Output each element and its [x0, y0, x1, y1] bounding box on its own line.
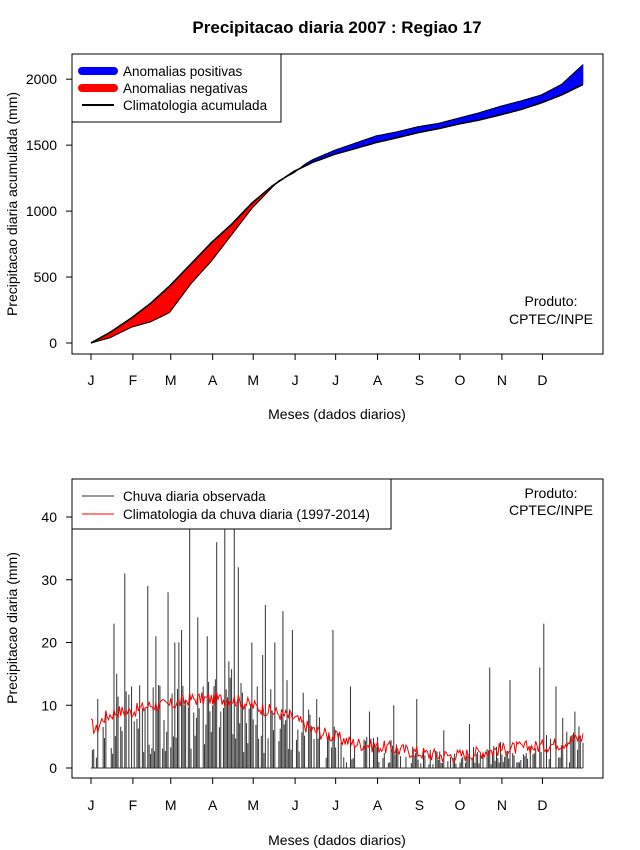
- daily-climatology-line: [90, 692, 584, 764]
- top-produto-source: CPTEC/INPE: [509, 311, 593, 327]
- top-y-tick-label: 2000: [26, 71, 57, 87]
- bottom-y-tick-label: 30: [41, 572, 57, 588]
- bottom-y-tick-label: 10: [41, 697, 57, 713]
- bottom-x-tick-label: M: [247, 797, 259, 813]
- top-x-tick-label: J: [292, 372, 299, 388]
- bottom-x-tick-label: O: [455, 797, 466, 813]
- bottom-produto-label: Produto:: [525, 485, 578, 501]
- bottom-x-tick-label: A: [373, 797, 383, 813]
- bottom-x-tick-label: J: [332, 797, 339, 813]
- legend-positive-label: Anomalias positivas: [123, 64, 243, 79]
- legend-observed-label: Chuva diaria observada: [123, 489, 266, 504]
- top-x-tick-label: A: [208, 372, 218, 388]
- top-y-tick-label: 500: [34, 269, 58, 285]
- top-y-tick-label: 1000: [26, 203, 57, 219]
- top-legend: Anomalias positivas Anomalias negativas …: [71, 53, 282, 123]
- bottom-x-tick-label: F: [129, 797, 138, 813]
- bottom-y-tick-label: 0: [49, 760, 57, 776]
- bottom-x-tick-label: D: [537, 797, 547, 813]
- bottom-y-tick-label: 20: [41, 635, 57, 651]
- top-x-tick-label: J: [88, 372, 95, 388]
- top-x-tick-label: O: [455, 372, 466, 388]
- top-y-tick-label: 1500: [26, 137, 57, 153]
- legend-daily-climatology-label: Climatologia da chuva diaria (1997-2014): [123, 507, 370, 522]
- top-x-tick-label: N: [497, 372, 507, 388]
- top-plot-frame: [71, 53, 604, 355]
- bottom-x-tick-label: J: [88, 797, 95, 813]
- top-panel: 0 500 1000 1500 2000 J F M A M J J A S O N D Anomalias …: [4, 53, 604, 422]
- bottom-y-tick-label: 40: [41, 509, 57, 525]
- bottom-legend-box: [71, 478, 392, 530]
- bottom-y-axis-label: Precipitacao diaria (mm): [4, 552, 20, 704]
- bottom-x-tick-label: N: [497, 797, 507, 813]
- positive-anomaly-area: [275, 64, 584, 185]
- bottom-panel: 0 10 20 30 40 J F M A M J J A S O N D Chuva diaria obse…: [4, 478, 604, 848]
- bottom-x-tick-label: M: [165, 797, 177, 813]
- bottom-legend: Chuva diaria observada Climatologia da c…: [71, 478, 392, 530]
- bottom-produto-source: CPTEC/INPE: [509, 502, 593, 518]
- legend-climatology-label: Climatologia acumulada: [123, 98, 268, 113]
- top-x-axis-label: Meses (dados diarios): [268, 406, 406, 422]
- bottom-x-tick-label: J: [292, 797, 299, 813]
- top-y-axis-label: Precipitacao diaria acumulada (mm): [4, 92, 20, 316]
- negative-anomaly-area: [90, 168, 300, 344]
- climatology-accumulated-line: [90, 83, 584, 344]
- top-y-tick-label: 0: [49, 335, 57, 351]
- bottom-x-tick-label: A: [208, 797, 218, 813]
- legend-negative-label: Anomalias negativas: [123, 81, 248, 96]
- bottom-x-axis-label: Meses (dados diarios): [268, 832, 406, 848]
- top-x-tick-label: F: [129, 372, 138, 388]
- chart-title: Precipitacao diaria 2007 : Regiao 17: [192, 18, 481, 37]
- top-x-tick-label: J: [332, 372, 339, 388]
- top-x-tick-label: S: [415, 372, 424, 388]
- observed-accumulated-line: [90, 64, 584, 344]
- top-x-tick-label: A: [373, 372, 383, 388]
- top-x-tick-label: D: [537, 372, 547, 388]
- top-produto-label: Produto:: [525, 293, 578, 309]
- bottom-x-tick-label: S: [415, 797, 424, 813]
- top-x-tick-label: M: [165, 372, 177, 388]
- top-x-tick-label: M: [247, 372, 259, 388]
